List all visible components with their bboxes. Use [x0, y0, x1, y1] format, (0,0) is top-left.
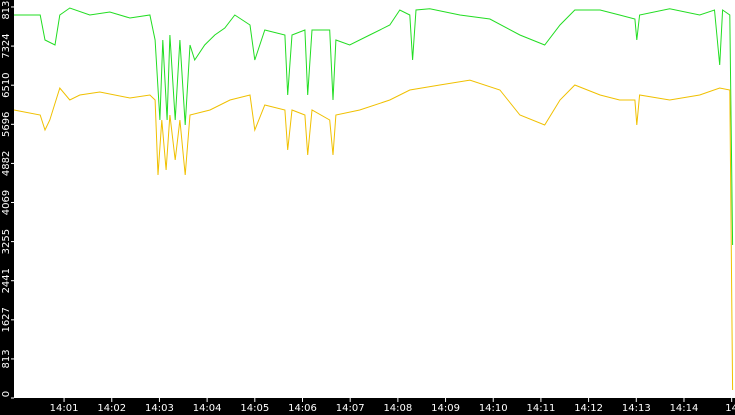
- x-tick-label: 14:10: [479, 403, 508, 414]
- x-tick-label: 14: [725, 403, 735, 414]
- y-tick-label: 813: [1, 349, 12, 368]
- x-tick-label: 14:01: [50, 403, 79, 414]
- y-tick-label: 1627: [1, 307, 12, 332]
- x-tick-label: 14:11: [527, 403, 556, 414]
- series-line: [14, 7, 734, 246]
- y-tick-label: 6510: [1, 72, 12, 97]
- y-tick-label: 8138: [1, 0, 12, 20]
- x-tick-label: 14:14: [670, 403, 699, 414]
- x-tick-label: 14:12: [574, 403, 603, 414]
- y-tick-label: 3255: [1, 229, 12, 254]
- x-tick-label: 14:03: [145, 403, 174, 414]
- x-tick-label: 14:13: [622, 403, 651, 414]
- series-line: [13, 79, 734, 391]
- x-tick-label: 14:06: [288, 403, 317, 414]
- y-tick-label: 0: [1, 391, 12, 397]
- x-tick-label: 14:04: [193, 403, 222, 414]
- y-axis-band: [0, 0, 14, 415]
- x-tick-label: 14:09: [431, 403, 460, 414]
- x-tick-label: 14:08: [383, 403, 412, 414]
- y-tick-label: 4069: [1, 190, 12, 215]
- y-tick-label: 2441: [1, 268, 12, 293]
- y-tick-label: 5696: [1, 112, 12, 137]
- x-tick-label: 14:07: [336, 403, 365, 414]
- x-tick-label: 14:05: [240, 403, 269, 414]
- y-tick-label: 4882: [1, 151, 12, 176]
- y-tick-label: 7324: [1, 33, 12, 58]
- x-axis-band: [0, 398, 735, 415]
- x-tick-label: 14:02: [97, 403, 126, 414]
